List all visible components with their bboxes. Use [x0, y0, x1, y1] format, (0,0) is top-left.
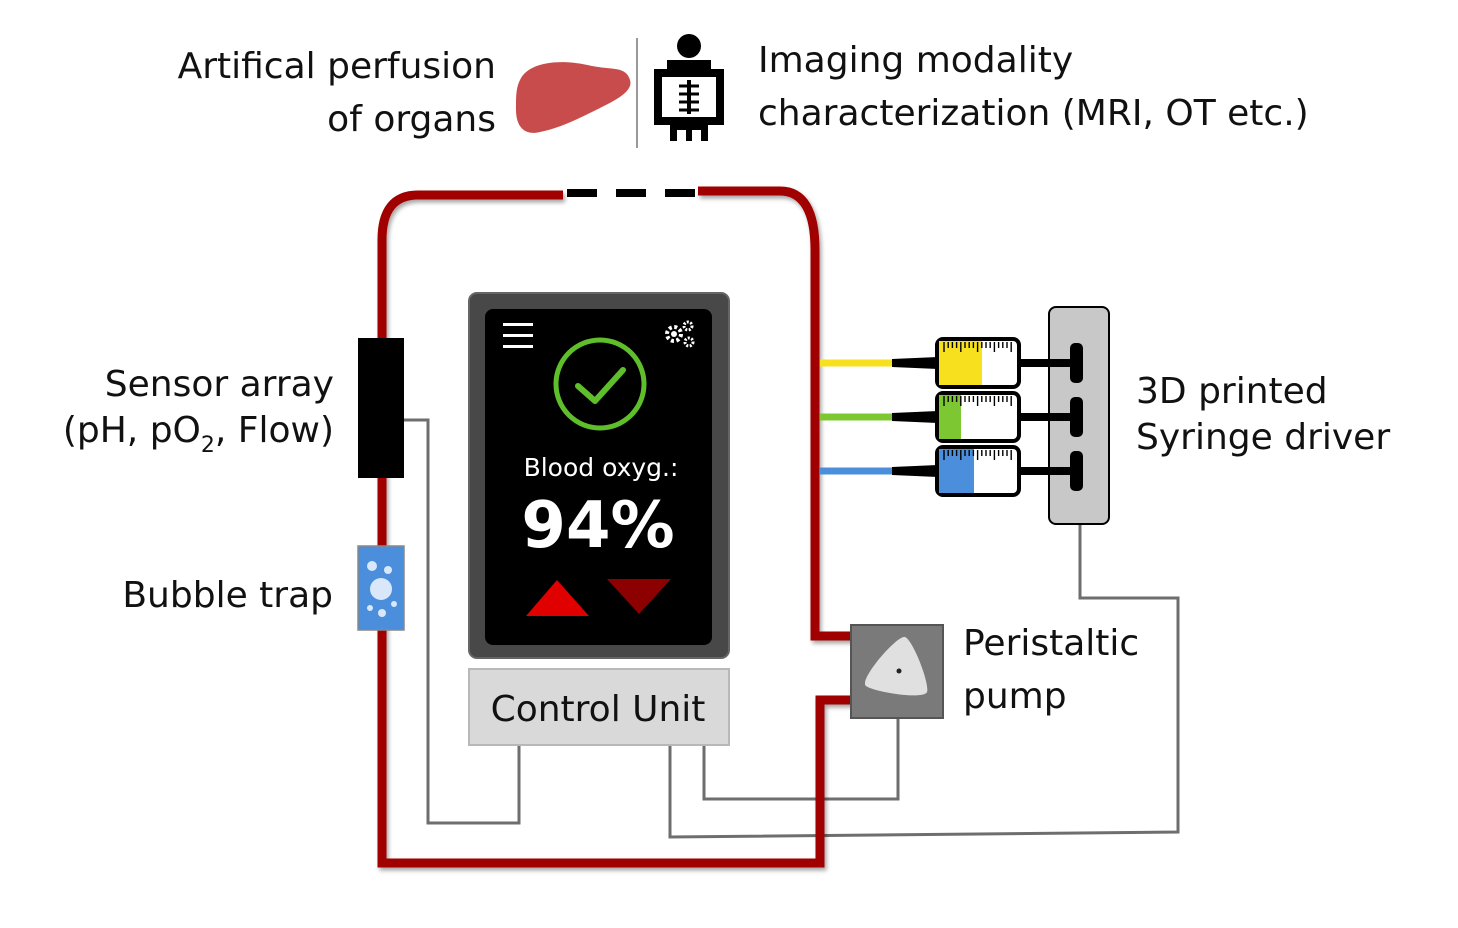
driver-clamp-2 — [1070, 397, 1083, 437]
imaging-heading-line2: characterization (MRI, OT etc.) — [758, 93, 1309, 134]
sensor-array-label: Sensor array (pH, pO2, Flow) — [63, 364, 334, 458]
driver-rod-3 — [1049, 467, 1075, 475]
syringe-driver-label-line1: 3D printed — [1136, 371, 1328, 412]
pump-rotor-icon — [864, 636, 928, 696]
imaging-heading-line1: Imaging modality — [758, 40, 1073, 81]
perfusion-heading-line1: Artifical perfusion — [178, 46, 496, 87]
tubing-left-top — [377, 190, 852, 868]
signal-wires — [404, 418, 1180, 839]
perfusion-heading: Artifical perfusion of organs — [178, 46, 496, 140]
syringe-driver-wire — [668, 524, 1180, 839]
driver-rod-2 — [1049, 413, 1075, 421]
pump-label-line1: Peristaltic — [963, 623, 1139, 664]
driver-clamp-3 — [1070, 451, 1083, 491]
control-unit-device: Blood oxyg.: 94% Control Unit — [468, 292, 730, 746]
xray-person-icon — [654, 34, 724, 141]
syringe-fluid-2 — [939, 395, 961, 439]
sensor-array-block — [358, 338, 404, 478]
perfusion-heading-line2: of organs — [327, 99, 496, 140]
syringe-plunger-rod-3 — [1018, 467, 1070, 475]
peristaltic-pump — [850, 624, 944, 719]
bubble-trap — [357, 545, 405, 631]
pump-wire — [702, 718, 900, 801]
sensor-wire — [404, 418, 521, 825]
syringe-needle-1 — [892, 357, 938, 369]
liver-icon — [516, 62, 631, 133]
syringe-needle-3 — [892, 465, 938, 477]
sensor-array-label-line1: Sensor array — [105, 364, 334, 405]
perfusion-tubing — [377, 186, 852, 868]
syringe-driver-label-line2: Syringe driver — [1136, 417, 1390, 458]
syringe-fluid-3 — [939, 449, 974, 493]
blood-oxygen-value: 94% — [521, 489, 674, 563]
tubing-right — [698, 186, 852, 641]
gears-icon[interactable] — [665, 320, 695, 348]
syringe-plunger-rod-1 — [1018, 359, 1070, 367]
sensor-array-label-line2: (pH, pO2, Flow) — [63, 410, 334, 458]
control-unit-box — [468, 668, 730, 746]
hamburger-menu-icon[interactable] — [503, 323, 533, 348]
triangle-up-icon[interactable] — [526, 580, 589, 616]
bubble-icon — [367, 561, 397, 617]
driver-clamp-1 — [1070, 343, 1083, 383]
imaging-heading: Imaging modality characterization (MRI, … — [758, 40, 1309, 134]
pump-label-line2: pump — [963, 676, 1067, 717]
check-circle-icon — [553, 337, 647, 431]
syringe-driver — [820, 306, 1110, 525]
syringe-plunger-rod-2 — [1018, 413, 1070, 421]
blood-oxygen-label: Blood oxyg.: — [524, 453, 679, 482]
peristaltic-pump-label: Peristaltic pump — [963, 623, 1139, 717]
syringe-driver-label: 3D printed Syringe driver — [1136, 371, 1390, 458]
control-unit-label: Control Unit — [491, 689, 706, 730]
syringe-needle-2 — [892, 411, 938, 423]
triangle-down-icon[interactable] — [607, 579, 671, 614]
driver-rod-1 — [1049, 359, 1075, 367]
bubble-trap-label: Bubble trap — [122, 575, 333, 616]
device-screen — [485, 309, 712, 645]
